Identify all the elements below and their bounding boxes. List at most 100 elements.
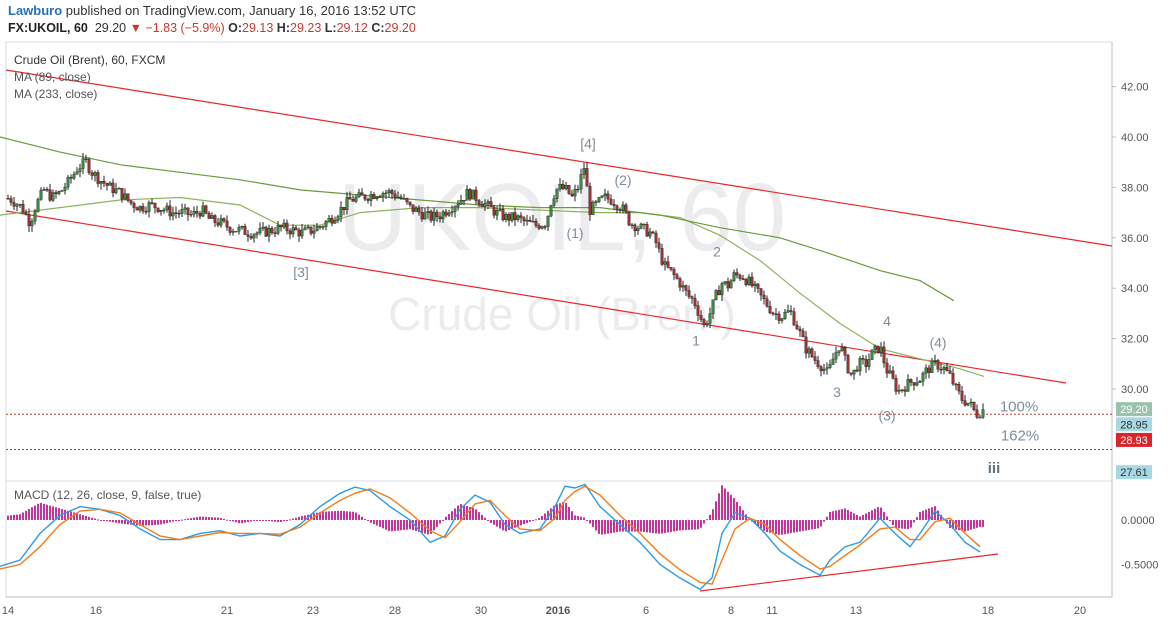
macd-histogram-bar	[823, 520, 825, 522]
macd-histogram-bar	[676, 520, 678, 531]
candle-body	[651, 231, 655, 234]
legend-ma233: MA (233, close)	[14, 87, 98, 101]
legend-ma89: MA (89, close)	[14, 70, 91, 84]
candle-body	[918, 381, 922, 383]
macd-histogram-bar	[472, 507, 474, 520]
macd-histogram-bar	[901, 520, 903, 529]
macd-histogram-bar	[205, 516, 207, 520]
wave-label: 4	[883, 313, 891, 329]
candle-body	[975, 409, 979, 418]
candle-body	[864, 358, 868, 367]
macd-histogram-bar	[883, 511, 885, 520]
macd-histogram-bar	[418, 520, 420, 532]
macd-histogram-bar	[304, 515, 306, 520]
macd-histogram-bar	[211, 517, 213, 520]
macd-histogram-bar	[604, 520, 606, 535]
candle-body	[132, 202, 136, 208]
macd-histogram-bar	[445, 516, 447, 520]
candle-body	[417, 207, 421, 213]
candle-body	[153, 202, 157, 209]
macd-histogram-bar	[826, 516, 828, 520]
macd-histogram-bar	[283, 520, 285, 522]
candle-body	[957, 384, 961, 392]
candle-body	[684, 285, 688, 291]
macd-histogram-bar	[7, 515, 9, 520]
candle-body	[831, 358, 835, 365]
channel-lower-line	[5, 210, 1067, 384]
candle-body	[18, 204, 22, 206]
macd-histogram-bar	[838, 509, 840, 520]
candle-body	[708, 313, 712, 324]
y-tick-label: 42.00	[1121, 82, 1149, 94]
candle-body	[399, 196, 403, 199]
macd-histogram-bar	[433, 520, 435, 531]
macd-histogram-bar	[160, 520, 162, 525]
candle-body	[240, 226, 244, 228]
macd-histogram-bar	[976, 520, 978, 528]
candle-body	[513, 212, 517, 220]
candle-body	[717, 290, 721, 296]
candle-body	[489, 201, 493, 208]
candle-body	[543, 226, 547, 228]
candle-body	[348, 197, 352, 200]
macd-histogram-bar	[694, 520, 696, 530]
candle-body	[177, 212, 181, 215]
macd-histogram-bar	[85, 515, 87, 520]
candle-body	[525, 219, 529, 222]
candle-body	[309, 226, 313, 234]
macd-histogram-bar	[55, 507, 57, 520]
candle-body	[381, 193, 385, 198]
candle-body	[927, 367, 931, 373]
macd-histogram-bar	[511, 520, 513, 529]
macd-histogram-bar	[124, 520, 126, 525]
macd-histogram-bar	[598, 520, 600, 534]
candle-body	[87, 159, 91, 173]
macd-histogram-bar	[298, 516, 300, 520]
watermark-name: Crude Oil (Brent)	[388, 288, 736, 340]
macd-histogram-bar	[286, 520, 288, 521]
y-tick-label: 32.00	[1121, 334, 1149, 346]
macd-histogram-bar	[712, 509, 714, 520]
macd-histogram-bar	[805, 520, 807, 531]
macd-histogram-bar	[493, 520, 495, 525]
candle-body	[576, 188, 580, 191]
candle-body	[567, 185, 571, 195]
publisher-name[interactable]: Lawburo	[8, 3, 63, 18]
macd-histogram-bar	[292, 518, 294, 520]
candle-body	[183, 207, 187, 210]
candle-body	[555, 188, 559, 199]
macd-histogram-bar	[688, 520, 690, 530]
macd-line	[0, 483, 981, 591]
macd-histogram-bar	[517, 520, 519, 527]
macd-histogram-bar	[559, 503, 561, 520]
candle-body	[189, 214, 193, 216]
candle-body	[873, 345, 877, 350]
close-label: C:	[371, 21, 385, 35]
candle-body	[633, 224, 637, 232]
candle-body	[174, 212, 178, 214]
candle-body	[300, 229, 304, 237]
macd-histogram-bar	[970, 520, 972, 530]
macd-histogram-bar	[361, 516, 363, 520]
macd-histogram-bar	[64, 509, 66, 520]
candle-body	[675, 274, 679, 279]
macd-histogram-bar	[442, 520, 444, 521]
macd-histogram-bar	[397, 520, 399, 531]
candle-body	[921, 372, 925, 382]
candle-body	[390, 190, 394, 195]
x-tick-label: 28	[389, 605, 401, 617]
x-tick-label: 2016	[546, 605, 570, 617]
macd-histogram-bar	[916, 517, 918, 520]
candle-body	[285, 222, 289, 232]
macd-histogram-bar	[580, 516, 582, 520]
candle-body	[108, 182, 112, 186]
macd-histogram-bar	[484, 517, 486, 520]
quote-line: FX:UKOIL, 60 29.20 ▼ −1.83 (−5.9%) O:29.…	[8, 21, 416, 35]
macd-histogram-bar	[715, 501, 717, 520]
macd-histogram-bar	[241, 520, 243, 524]
candle-body	[204, 205, 208, 214]
x-tick-label: 30	[475, 605, 487, 617]
wave-label: (2)	[614, 172, 631, 188]
candle-body	[459, 200, 463, 205]
